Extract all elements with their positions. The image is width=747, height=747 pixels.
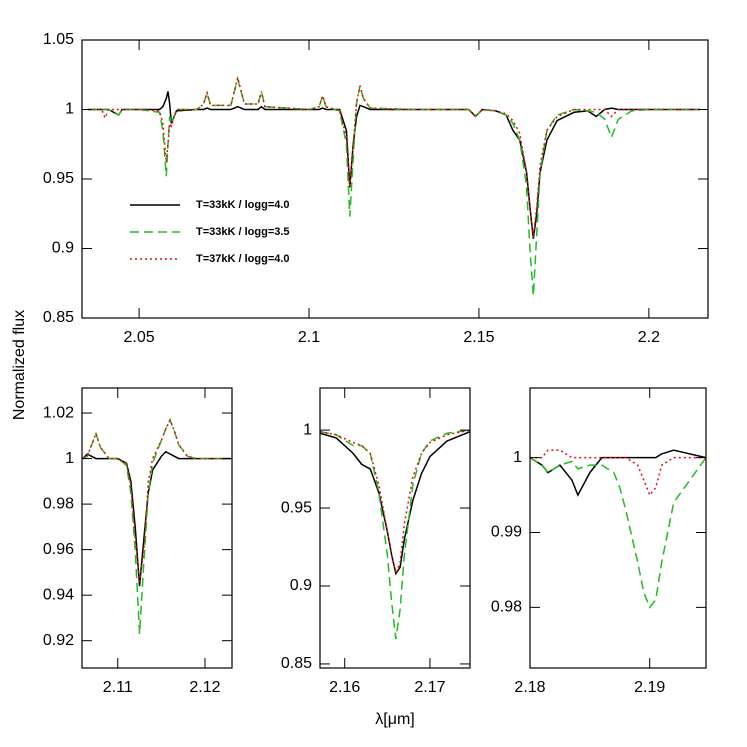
plot-area xyxy=(530,449,706,609)
y-tick-label: 0.95 xyxy=(281,499,312,516)
x-axis-label: λ[μm] xyxy=(375,711,414,728)
x-tick-label: 2.05 xyxy=(124,329,155,346)
y-tick-label: 0.98 xyxy=(491,599,522,616)
y-tick-label: 1 xyxy=(65,101,74,118)
spectrum-line xyxy=(82,450,232,587)
y-tick-label: 1 xyxy=(303,421,312,438)
y-tick-label: 0.95 xyxy=(43,170,74,187)
y-axis-label: Normalized flux xyxy=(11,310,28,420)
plot-area xyxy=(320,429,470,640)
x-tick-label: 2.15 xyxy=(463,329,494,346)
spectrum-line xyxy=(530,449,706,497)
y-tick-label: 0.94 xyxy=(43,586,74,603)
y-tick-label: 0.98 xyxy=(43,495,74,512)
spectrum-line xyxy=(320,429,470,640)
y-tick-label: 1 xyxy=(65,450,74,467)
y-tick-label: 1 xyxy=(513,449,522,466)
x-tick-label: 2.11 xyxy=(103,679,133,696)
plot-area xyxy=(82,417,232,634)
plot-frame xyxy=(81,39,709,319)
plot-frame xyxy=(529,387,707,669)
y-tick-label: 0.92 xyxy=(43,632,74,649)
x-tick-label: 2.18 xyxy=(514,679,545,696)
y-tick-label: 0.99 xyxy=(491,524,522,541)
spectrum-line xyxy=(82,417,232,582)
y-tick-label: 1.02 xyxy=(43,404,74,421)
x-tick-label: 2.12 xyxy=(189,679,220,696)
x-tick-label: 2.17 xyxy=(414,679,445,696)
x-tick-label: 2.19 xyxy=(634,679,665,696)
y-tick-label: 1.05 xyxy=(43,31,74,48)
spectrum-line xyxy=(320,429,470,577)
spectrum-line xyxy=(320,430,470,576)
plot-frame xyxy=(81,387,233,669)
spectrum-line xyxy=(88,77,700,238)
spectrum-line xyxy=(88,75,700,296)
x-tick-label: 2.1 xyxy=(298,329,320,346)
plot-area xyxy=(88,75,700,296)
y-tick-label: 0.96 xyxy=(43,541,74,558)
y-tick-label: 0.85 xyxy=(281,655,312,672)
y-tick-label: 0.9 xyxy=(290,577,312,594)
legend-label: T=33kK / logg=3.5 xyxy=(196,226,290,238)
spectrum-line xyxy=(530,456,706,609)
spectrum-line xyxy=(82,417,232,634)
x-tick-label: 2.2 xyxy=(638,329,660,346)
plot-frame xyxy=(319,387,471,669)
y-tick-label: 0.85 xyxy=(43,309,74,326)
x-tick-label: 2.16 xyxy=(329,679,360,696)
legend-label: T=33kK / logg=4.0 xyxy=(196,199,290,211)
y-tick-label: 0.9 xyxy=(52,240,74,257)
legend-label: T=37kK / logg=4.0 xyxy=(196,253,290,265)
spectrum-line xyxy=(530,449,706,497)
spectrum-line xyxy=(88,91,700,239)
